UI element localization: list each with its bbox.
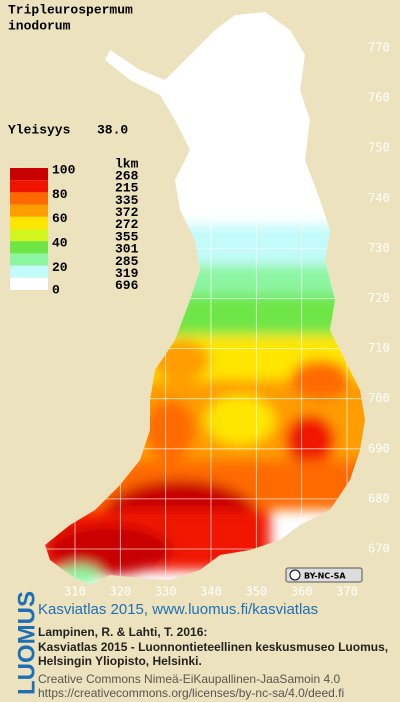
- citation: Helsingin Yliopisto, Helsinki.: [38, 654, 202, 668]
- frequency-value: 38.0: [97, 122, 128, 137]
- grid-label-x: 350: [245, 585, 267, 599]
- species-name: Tripleurospermum: [8, 2, 133, 17]
- license-badge: [285, 567, 363, 583]
- legend-swatch: [10, 265, 48, 278]
- grid-label-x: 310: [64, 585, 86, 599]
- brand-logo: LUOMUS: [13, 591, 40, 695]
- legend-scale-label: 100: [52, 162, 76, 177]
- legend-swatch: [10, 241, 48, 254]
- legend-count: 268: [115, 168, 139, 183]
- grid-label-y: 740: [368, 191, 390, 205]
- legend-scale-label: 0: [52, 282, 60, 297]
- grid-label-y: 720: [368, 291, 390, 305]
- citation: Kasviatlas 2015 - Luonnontieteellinen ke…: [38, 640, 388, 654]
- grid-label-y: 700: [368, 391, 390, 405]
- grid-label-x: 320: [109, 585, 131, 599]
- link[interactable]: Kasviatlas 2015, www.luomus.fi/kasviatla…: [38, 601, 318, 618]
- legend-swatch: [10, 253, 48, 266]
- legend-scale-label: 40: [52, 236, 68, 251]
- legend-count: 335: [115, 193, 139, 208]
- legend-count: 215: [115, 181, 139, 196]
- grid-label-y: 770: [368, 41, 390, 55]
- legend-swatch: [10, 204, 48, 217]
- legend-count: 355: [115, 229, 139, 244]
- legend-swatch: [10, 216, 48, 229]
- grid-label-y: 680: [368, 491, 390, 505]
- license-badge-text: BY-NC-SA: [304, 572, 346, 581]
- citation: Lampinen, R. & Lahti, T. 2016:: [38, 625, 207, 639]
- frequency-label: Yleisyys: [8, 122, 71, 137]
- legend-count: 272: [115, 217, 139, 232]
- license: Creative Commons Nimeä-EiKaupallinen-Jaa…: [38, 672, 340, 686]
- legend-count: 319: [115, 266, 139, 281]
- legend-count: 301: [115, 242, 139, 257]
- grid-label-y: 750: [368, 141, 390, 155]
- legend-scale-label: 80: [52, 187, 68, 202]
- grid-label-x: 330: [155, 585, 177, 599]
- grid-label-x: 360: [291, 585, 313, 599]
- license-url: https://creativecommons.org/licenses/by-…: [38, 686, 344, 700]
- grid-label-y: 730: [368, 241, 390, 255]
- legend-count: 696: [115, 278, 139, 293]
- legend-swatch: [10, 180, 48, 193]
- legend-header: lkm: [115, 156, 139, 171]
- grid-label-y: 690: [368, 441, 390, 455]
- legend-swatch: [10, 229, 48, 242]
- grid-label-y: 710: [368, 341, 390, 355]
- legend-scale-label: 20: [52, 260, 68, 275]
- grid-label-y: 760: [368, 91, 390, 105]
- legend-swatch: [10, 168, 48, 181]
- legend-swatch: [10, 277, 48, 290]
- species-name: inodorum: [8, 18, 71, 33]
- legend-count: 285: [115, 254, 139, 269]
- legend-count: 372: [115, 205, 139, 220]
- legend-scale-label: 60: [52, 211, 68, 226]
- grid-label-x: 370: [336, 585, 358, 599]
- grid-label-y: 670: [368, 542, 390, 556]
- grid-label-x: 340: [200, 585, 222, 599]
- legend-swatch: [10, 192, 48, 205]
